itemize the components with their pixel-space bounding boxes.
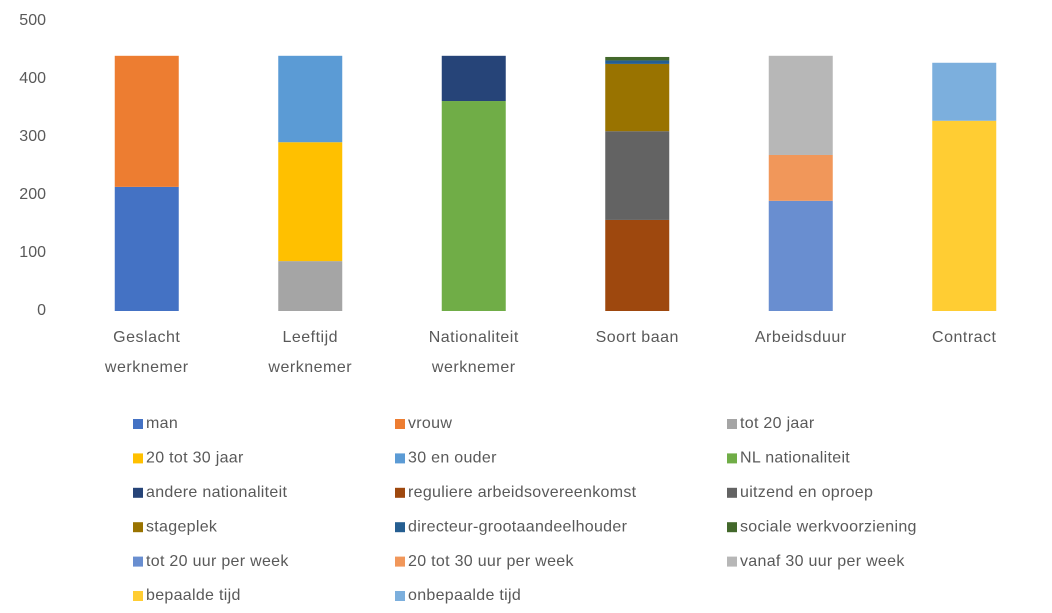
bar-segment (932, 62, 997, 121)
legend-label: sociale werkvoorziening (740, 518, 917, 535)
legend-label: bepaalde tijd (146, 587, 241, 604)
legend-swatch (133, 419, 143, 429)
legend-label: directeur-grootaandeelhouder (408, 518, 628, 535)
legend-swatch (395, 522, 405, 533)
bar-segment (605, 131, 670, 220)
bar-segment (114, 55, 179, 187)
legend-swatch (395, 487, 405, 498)
legend-swatch (395, 556, 405, 567)
y-tick-label: 100 (19, 244, 46, 261)
legend-label: man (146, 415, 178, 432)
legend-label: NL nationaliteit (740, 450, 850, 467)
y-tick-label: 200 (19, 186, 46, 203)
legend-label: reguliere arbeidsovereenkomst (408, 484, 637, 501)
legend-label: 20 tot 30 jaar (146, 450, 244, 467)
legend-swatch (727, 419, 737, 429)
bar-segment (768, 200, 833, 311)
legend-label: stageplek (146, 518, 218, 535)
legend-label: 30 en ouder (408, 450, 497, 467)
legend-label: tot 20 jaar (740, 415, 815, 432)
legend-swatch (395, 419, 405, 429)
legend-swatch (727, 556, 737, 567)
bar-segment (605, 60, 670, 64)
legend-label: onbepaalde tijd (408, 587, 521, 604)
x-tick-label: Leeftijd werknemer (268, 329, 353, 376)
legend-label: uitzend en oproep (740, 484, 873, 501)
bar-segment (932, 120, 997, 311)
bar-segment (605, 219, 670, 311)
bar-segment (278, 261, 343, 311)
bar-segment (605, 63, 670, 132)
x-tick-label: Contract (932, 329, 997, 346)
x-tick-label: Soort baan (595, 329, 679, 346)
bar-segment (441, 55, 506, 102)
legend-swatch (133, 487, 143, 498)
legend-swatch (133, 453, 143, 464)
bar-segment (768, 55, 833, 155)
legend-swatch (727, 487, 737, 498)
y-tick-label: 0 (37, 302, 46, 319)
x-tick-label: Nationaliteit werknemer (428, 329, 519, 376)
legend-label: vanaf 30 uur per week (740, 553, 905, 570)
bar-segment (605, 56, 670, 61)
bar-segment (278, 55, 343, 143)
legend-swatch (133, 556, 143, 567)
legend-swatch (395, 453, 405, 464)
bar-segment (114, 186, 179, 311)
y-tick-label: 400 (19, 70, 46, 87)
legend-label: andere nationaliteit (146, 484, 287, 501)
legend-label: 20 tot 30 uur per week (408, 553, 575, 570)
legend-swatch (133, 591, 143, 601)
legend-swatch (133, 522, 143, 533)
x-tick-label: Arbeidsduur (754, 329, 847, 346)
y-tick-label: 300 (19, 128, 46, 145)
legend-swatch (727, 522, 737, 533)
bar-segment (278, 142, 343, 262)
bar-segment (768, 154, 833, 201)
x-tick-label: Geslacht werknemer (104, 329, 189, 376)
legend-swatch (395, 591, 405, 601)
y-tick-label: 500 (19, 12, 46, 29)
legend-label: tot 20 uur per week (146, 553, 289, 570)
legend-label: vrouw (408, 415, 452, 432)
bar-segment (441, 101, 506, 311)
legend-swatch (727, 453, 737, 464)
